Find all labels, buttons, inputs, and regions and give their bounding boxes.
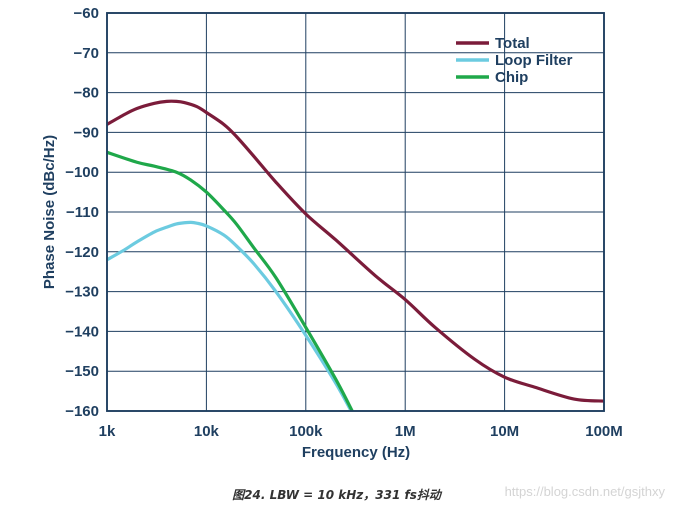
series-lines	[107, 99, 604, 411]
legend-label-loop-filter: Loop Filter	[495, 52, 573, 69]
y-tick-label: −150	[65, 363, 99, 380]
watermark: https://blog.csdn.net/gsjthxy	[504, 484, 665, 499]
y-tick-label: −80	[74, 85, 99, 102]
x-tick-label: 100k	[289, 423, 323, 440]
x-axis-title: Frequency (Hz)	[302, 444, 410, 461]
y-tick-label: −120	[65, 244, 99, 261]
y-tick-label: −160	[65, 403, 99, 420]
figure-caption: 图24. LBW = 10 kHz，331 fs抖动	[232, 488, 441, 502]
plot-frame	[106, 12, 605, 412]
y-tick-label: −110	[66, 204, 99, 221]
legend-label-chip: Chip	[495, 69, 528, 86]
x-tick-label: 10k	[194, 423, 220, 440]
x-tick-label: 10M	[490, 423, 519, 440]
phase-noise-chart: −60 −70 −80 −90 −100 −110 −120 −130 −140 −150 −160…	[41, 5, 623, 461]
legend: Total Loop Filter Chip	[456, 35, 573, 86]
series-line-loop-filter	[107, 220, 353, 411]
y-tick-label: −60	[74, 5, 99, 22]
y-tick-label: −70	[74, 45, 99, 62]
x-tick-label: 1M	[395, 423, 416, 440]
x-tick-label: 100M	[585, 423, 623, 440]
x-tick-labels: 1k 10k 100k 1M 10M 100M	[99, 423, 623, 440]
y-axis-title: Phase Noise (dBc/Hz)	[41, 135, 58, 289]
y-tick-labels: −60 −70 −80 −90 −100 −110 −120 −130 −140 −150 −160	[65, 5, 99, 420]
series-line-total	[107, 99, 604, 403]
x-tick-label: 1k	[99, 423, 116, 440]
series-line-chip	[107, 150, 355, 411]
y-tick-label: −100	[65, 164, 99, 181]
y-tick-label: −140	[65, 323, 99, 340]
legend-label-total: Total	[495, 35, 530, 52]
y-tick-label: −130	[65, 284, 99, 301]
y-tick-label: −90	[74, 124, 99, 141]
